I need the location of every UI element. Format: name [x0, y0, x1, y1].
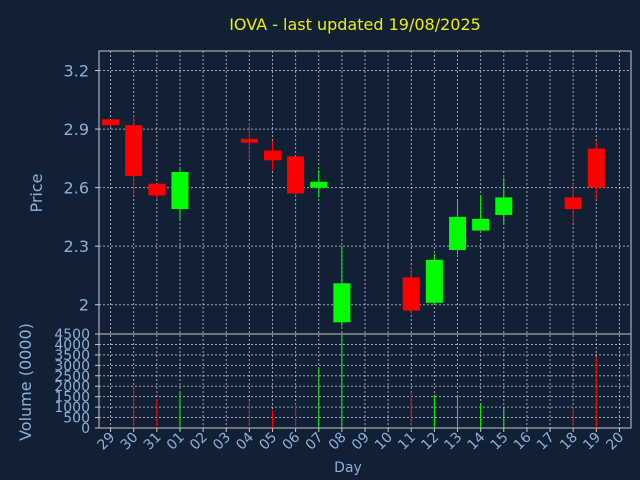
candle-body	[148, 183, 166, 196]
candle-body	[495, 197, 513, 215]
candle-body	[310, 181, 328, 188]
x-tick-label: 07	[303, 430, 327, 454]
candle-body	[472, 218, 490, 231]
volume-tick-label: 2500	[54, 369, 90, 385]
volume-tick-label: 0	[81, 421, 90, 437]
x-tick-label: 09	[349, 430, 373, 454]
candle-body	[333, 283, 351, 323]
volume-tick-label: 500	[63, 411, 90, 427]
x-axis-label: Day	[334, 460, 362, 476]
candle-body	[263, 150, 281, 161]
candle-body	[125, 125, 143, 176]
price-axis-label: Price	[27, 173, 46, 212]
price-tick-label: 2	[79, 296, 89, 315]
x-tick-label: 08	[326, 430, 350, 454]
x-tick-label: 03	[210, 430, 234, 454]
price-tick-label: 3.2	[64, 62, 89, 81]
x-axis-ticks: 29 30 31 01 02 03 04 05 06 07 08 09 10 11 12 13 14 15 16 17…	[94, 428, 627, 453]
chart-title: IOVA - last updated 19/08/2025	[229, 15, 481, 34]
grid-lines	[99, 51, 631, 428]
candle-body	[564, 197, 582, 210]
candle-body	[287, 156, 305, 194]
candle-body	[240, 138, 258, 143]
x-tick-label: 17	[534, 430, 558, 454]
candle-body	[425, 259, 443, 303]
volume-bars	[133, 334, 597, 428]
candle-body	[449, 216, 467, 251]
x-tick-label: 10	[372, 430, 396, 454]
x-tick-label: 14	[465, 429, 489, 453]
volume-tick-label: 3000	[54, 358, 90, 374]
x-tick-label: 12	[418, 430, 442, 454]
price-tick-label: 2.9	[64, 120, 89, 139]
volume-tick-label: 3500	[54, 348, 90, 364]
x-tick-label: 13	[441, 430, 465, 454]
x-tick-label: 04	[233, 429, 257, 453]
volume-axis-label: Volume (0000)	[16, 323, 35, 441]
volume-tick-label: 2000	[54, 379, 90, 395]
price-axis-ticks: 3.2 2.9 2.6 2.3 2	[64, 62, 99, 315]
x-tick-label: 30	[118, 430, 142, 454]
x-tick-label: 16	[511, 429, 535, 453]
x-tick-label: 11	[395, 430, 419, 454]
x-tick-label: 18	[557, 430, 581, 454]
candle-body	[402, 277, 420, 311]
x-tick-label: 01	[164, 430, 188, 454]
x-tick-label: 15	[488, 430, 512, 454]
price-tick-label: 2.6	[64, 179, 89, 198]
volume-tick-label: 4000	[54, 337, 90, 353]
volume-tick-label: 1500	[54, 390, 90, 406]
candle-body	[102, 119, 120, 126]
x-tick-label: 20	[603, 430, 627, 454]
x-tick-label: 31	[141, 430, 165, 454]
x-tick-label: 05	[256, 430, 280, 454]
x-tick-label: 19	[580, 430, 604, 454]
x-tick-label: 02	[187, 430, 211, 454]
candle-body	[171, 172, 189, 210]
volume-tick-label: 1000	[54, 400, 90, 416]
candle-body	[587, 148, 605, 188]
price-tick-label: 2.3	[64, 237, 89, 256]
volume-tick-label: 4500	[54, 327, 90, 343]
candles	[102, 115, 605, 327]
x-tick-label: 06	[280, 429, 304, 453]
x-tick-label: 29	[94, 430, 118, 454]
